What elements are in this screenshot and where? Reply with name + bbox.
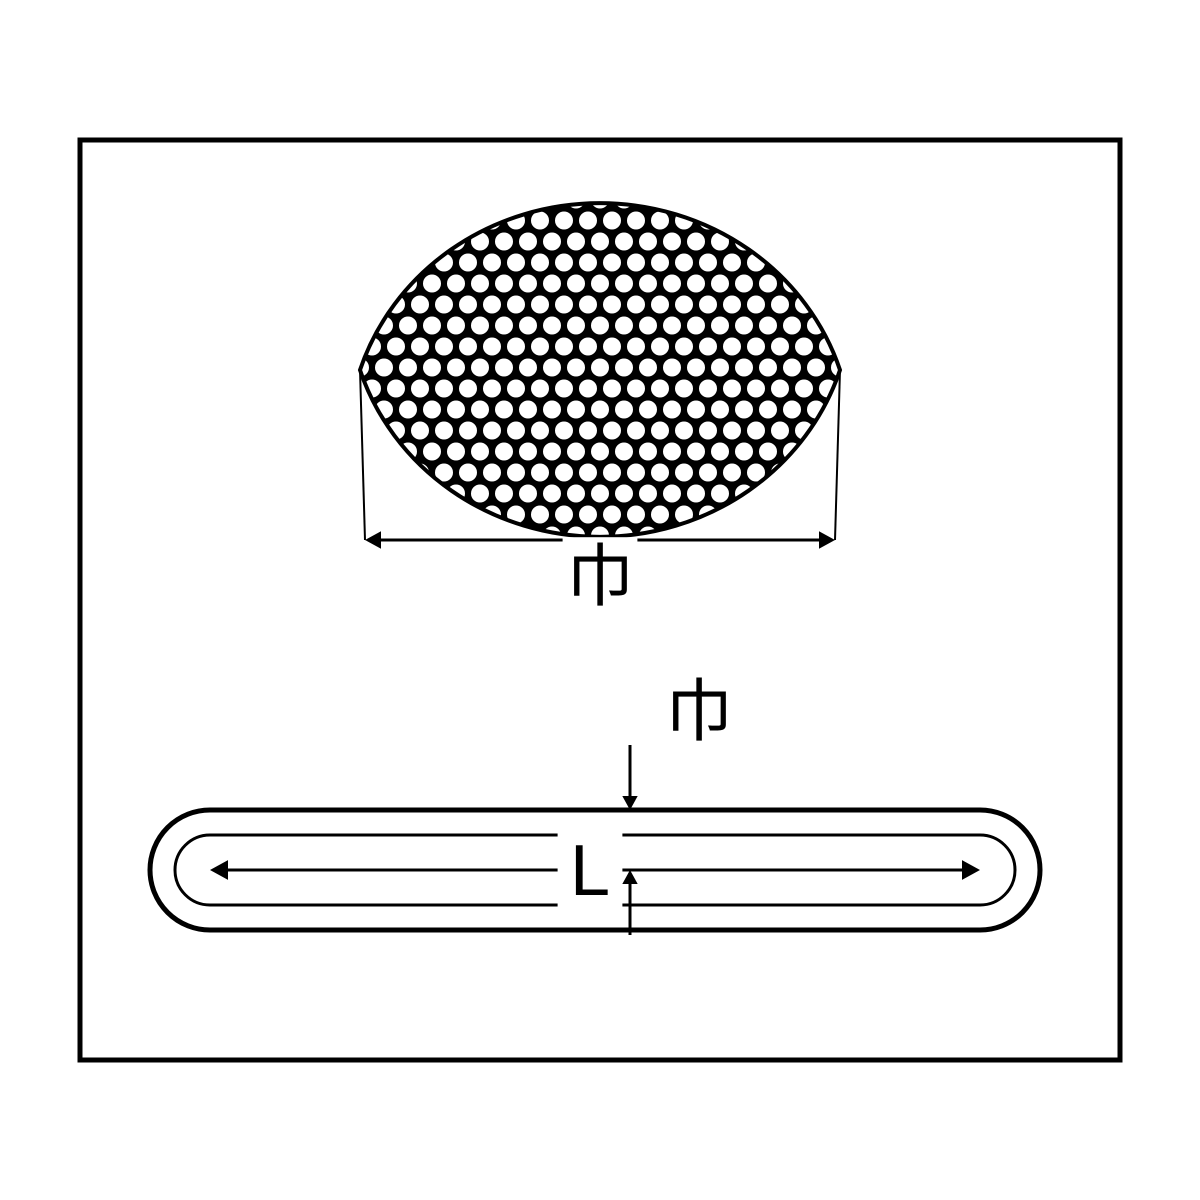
top-width-dim-arrow-left: [365, 531, 381, 549]
ext-line-left: [360, 370, 365, 540]
lens-fill: [360, 203, 840, 537]
top-width-dim-arrow-right: [819, 531, 835, 549]
length-label: L: [570, 831, 610, 911]
length-arrow-right: [962, 860, 980, 880]
top-width-label: 巾: [566, 539, 634, 615]
length-arrow-left: [210, 860, 228, 880]
diagram-container: 巾 L 巾: [0, 0, 1200, 1200]
ext-line-right: [835, 370, 840, 540]
diagram-svg: 巾 L 巾: [0, 0, 1200, 1200]
band-width-label: 巾: [665, 674, 733, 750]
band-width-bot-arrow: [622, 870, 637, 884]
